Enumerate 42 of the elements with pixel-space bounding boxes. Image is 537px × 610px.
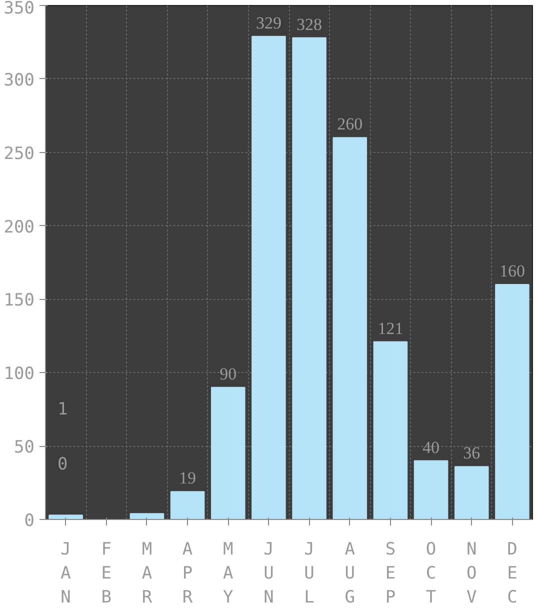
data-label: 260 <box>337 114 363 134</box>
x-tick-label: NOV <box>466 540 477 608</box>
bar <box>48 514 83 520</box>
y-tick-label: 0 <box>24 511 35 531</box>
data-label: 90 <box>220 364 237 384</box>
annotation: 0 <box>58 454 68 474</box>
data-label: 121 <box>378 318 404 338</box>
bar <box>292 37 326 520</box>
x-tick-label: JUN <box>264 540 274 608</box>
data-label: 36 <box>463 444 480 463</box>
bar <box>130 513 164 520</box>
x-tick-label: OCT <box>426 540 436 608</box>
bar <box>454 466 489 520</box>
x-tick-label: AUG <box>344 540 356 608</box>
x-tick-label: JUL <box>304 540 314 608</box>
annotation: 1 <box>58 400 68 420</box>
bar <box>373 341 408 520</box>
x-tick-label: MAR <box>142 540 153 608</box>
data-label: 160 <box>499 262 525 281</box>
bar <box>170 491 205 520</box>
y-tick-label: 350 <box>4 0 35 18</box>
y-tick-label: 250 <box>4 144 35 164</box>
x-tick-label: FEB <box>101 540 112 608</box>
y-tick-label: 50 <box>14 438 35 458</box>
y-tick-label: 100 <box>4 364 35 384</box>
x-tick-label: APR <box>182 540 194 608</box>
x-tick-label: SEP <box>385 540 396 608</box>
bar <box>332 137 368 520</box>
data-label: 19 <box>179 468 196 488</box>
data-label: 328 <box>296 14 322 34</box>
bar <box>252 36 286 520</box>
bar <box>210 386 246 520</box>
y-tick-label: 200 <box>4 217 35 238</box>
x-tick-label: MAY <box>223 540 234 608</box>
y-tick-label: 300 <box>4 70 35 90</box>
y-tick-label: 150 <box>4 290 35 311</box>
bar <box>495 284 530 520</box>
x-tick-label: DEC <box>507 540 518 608</box>
data-label: 40 <box>422 438 440 457</box>
x-tick-label: JAN <box>60 540 71 608</box>
bar <box>414 460 448 520</box>
data-label: 329 <box>256 13 282 32</box>
